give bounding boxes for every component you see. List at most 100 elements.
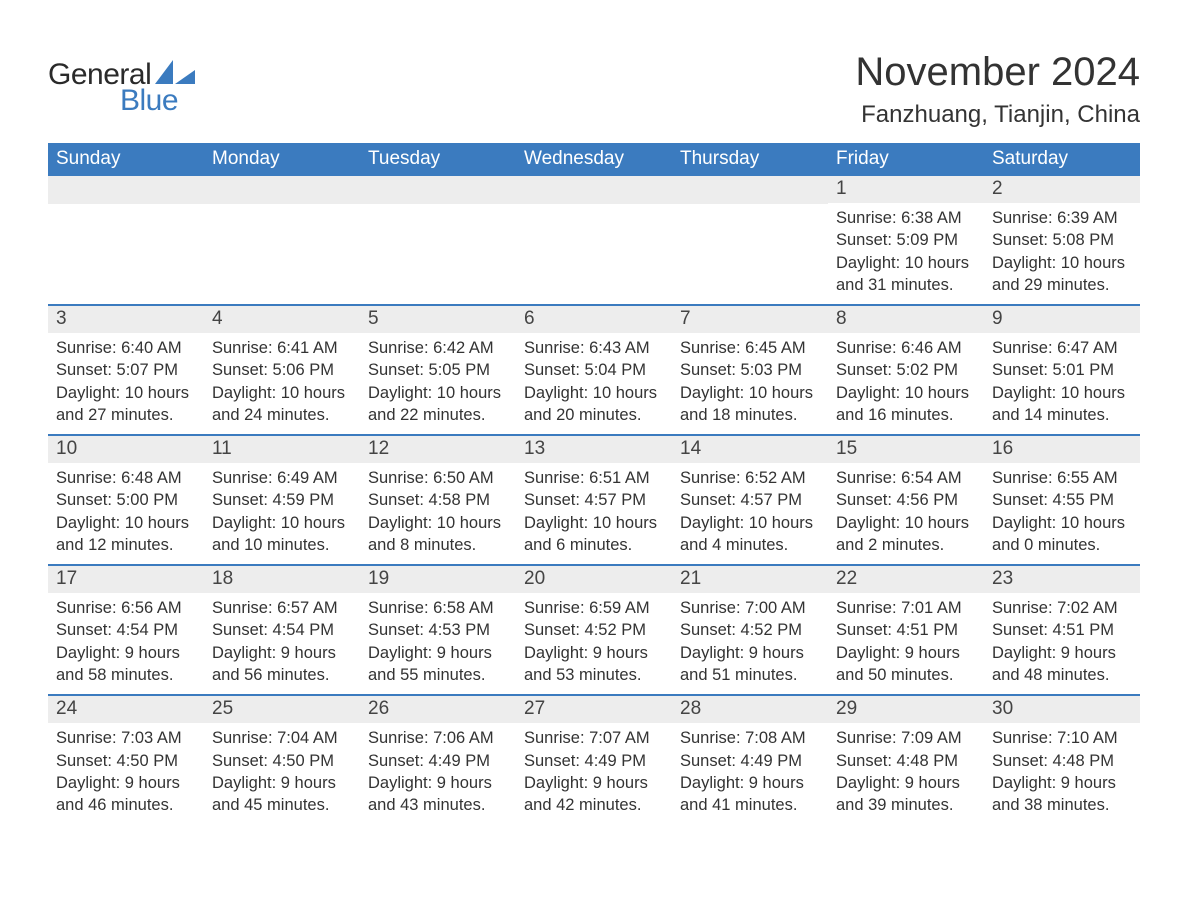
daylight-text: Daylight: 9 hours and 50 minutes. xyxy=(836,642,976,687)
empty-day-header xyxy=(672,176,828,204)
day-number: 23 xyxy=(984,566,1140,593)
sunset-text: Sunset: 4:56 PM xyxy=(836,489,976,511)
day-number: 25 xyxy=(204,696,360,723)
day-number: 20 xyxy=(516,566,672,593)
sunrise-text: Sunrise: 7:02 AM xyxy=(992,597,1132,619)
sunset-text: Sunset: 4:50 PM xyxy=(56,750,196,772)
day-cell xyxy=(672,176,828,304)
day-body: Sunrise: 6:50 AMSunset: 4:58 PMDaylight:… xyxy=(360,463,516,564)
sunset-text: Sunset: 4:50 PM xyxy=(212,750,352,772)
daylight-text: Daylight: 10 hours and 18 minutes. xyxy=(680,382,820,427)
day-number: 9 xyxy=(984,306,1140,333)
empty-day-header xyxy=(204,176,360,204)
day-cell: 29Sunrise: 7:09 AMSunset: 4:48 PMDayligh… xyxy=(828,696,984,824)
sunrise-text: Sunrise: 6:46 AM xyxy=(836,337,976,359)
day-number: 4 xyxy=(204,306,360,333)
sunrise-text: Sunrise: 7:06 AM xyxy=(368,727,508,749)
sunset-text: Sunset: 4:48 PM xyxy=(992,750,1132,772)
sunset-text: Sunset: 5:05 PM xyxy=(368,359,508,381)
sunset-text: Sunset: 5:03 PM xyxy=(680,359,820,381)
empty-day-header xyxy=(360,176,516,204)
day-number: 27 xyxy=(516,696,672,723)
day-body: Sunrise: 7:01 AMSunset: 4:51 PMDaylight:… xyxy=(828,593,984,694)
sunset-text: Sunset: 4:48 PM xyxy=(836,750,976,772)
weekday-header: Thursday xyxy=(672,143,828,176)
logo-sail-icon xyxy=(155,60,195,84)
day-cell: 18Sunrise: 6:57 AMSunset: 4:54 PMDayligh… xyxy=(204,566,360,694)
day-number: 26 xyxy=(360,696,516,723)
day-body: Sunrise: 6:51 AMSunset: 4:57 PMDaylight:… xyxy=(516,463,672,564)
daylight-text: Daylight: 10 hours and 31 minutes. xyxy=(836,252,976,297)
day-cell: 12Sunrise: 6:50 AMSunset: 4:58 PMDayligh… xyxy=(360,436,516,564)
sunrise-text: Sunrise: 6:54 AM xyxy=(836,467,976,489)
sunrise-text: Sunrise: 7:04 AM xyxy=(212,727,352,749)
sunset-text: Sunset: 5:04 PM xyxy=(524,359,664,381)
sunrise-text: Sunrise: 6:57 AM xyxy=(212,597,352,619)
sunrise-text: Sunrise: 6:59 AM xyxy=(524,597,664,619)
day-body: Sunrise: 7:04 AMSunset: 4:50 PMDaylight:… xyxy=(204,723,360,824)
weekday-header: Tuesday xyxy=(360,143,516,176)
sunrise-text: Sunrise: 7:10 AM xyxy=(992,727,1132,749)
sunrise-text: Sunrise: 7:00 AM xyxy=(680,597,820,619)
daylight-text: Daylight: 10 hours and 29 minutes. xyxy=(992,252,1132,297)
daylight-text: Daylight: 10 hours and 10 minutes. xyxy=(212,512,352,557)
sunset-text: Sunset: 5:09 PM xyxy=(836,229,976,251)
weekday-header-row: Sunday Monday Tuesday Wednesday Thursday… xyxy=(48,143,1140,176)
daylight-text: Daylight: 10 hours and 6 minutes. xyxy=(524,512,664,557)
day-cell: 24Sunrise: 7:03 AMSunset: 4:50 PMDayligh… xyxy=(48,696,204,824)
day-body: Sunrise: 6:45 AMSunset: 5:03 PMDaylight:… xyxy=(672,333,828,434)
day-body: Sunrise: 6:40 AMSunset: 5:07 PMDaylight:… xyxy=(48,333,204,434)
empty-day-header xyxy=(516,176,672,204)
day-cell: 14Sunrise: 6:52 AMSunset: 4:57 PMDayligh… xyxy=(672,436,828,564)
sunset-text: Sunset: 4:52 PM xyxy=(680,619,820,641)
sunrise-text: Sunrise: 6:43 AM xyxy=(524,337,664,359)
sunset-text: Sunset: 4:51 PM xyxy=(836,619,976,641)
sunrise-text: Sunrise: 7:01 AM xyxy=(836,597,976,619)
sunrise-text: Sunrise: 6:58 AM xyxy=(368,597,508,619)
day-number: 18 xyxy=(204,566,360,593)
daylight-text: Daylight: 10 hours and 4 minutes. xyxy=(680,512,820,557)
daylight-text: Daylight: 10 hours and 16 minutes. xyxy=(836,382,976,427)
day-cell: 2Sunrise: 6:39 AMSunset: 5:08 PMDaylight… xyxy=(984,176,1140,304)
sunset-text: Sunset: 4:55 PM xyxy=(992,489,1132,511)
sunset-text: Sunset: 4:53 PM xyxy=(368,619,508,641)
location-subtitle: Fanzhuang, Tianjin, China xyxy=(855,101,1140,129)
daylight-text: Daylight: 10 hours and 24 minutes. xyxy=(212,382,352,427)
daylight-text: Daylight: 9 hours and 55 minutes. xyxy=(368,642,508,687)
sunrise-text: Sunrise: 6:39 AM xyxy=(992,207,1132,229)
weekday-header: Saturday xyxy=(984,143,1140,176)
daylight-text: Daylight: 10 hours and 0 minutes. xyxy=(992,512,1132,557)
sunset-text: Sunset: 5:00 PM xyxy=(56,489,196,511)
day-cell: 5Sunrise: 6:42 AMSunset: 5:05 PMDaylight… xyxy=(360,306,516,434)
day-body: Sunrise: 6:56 AMSunset: 4:54 PMDaylight:… xyxy=(48,593,204,694)
day-number: 6 xyxy=(516,306,672,333)
day-body: Sunrise: 6:55 AMSunset: 4:55 PMDaylight:… xyxy=(984,463,1140,564)
day-body: Sunrise: 7:03 AMSunset: 4:50 PMDaylight:… xyxy=(48,723,204,824)
day-number: 16 xyxy=(984,436,1140,463)
sunrise-text: Sunrise: 7:08 AM xyxy=(680,727,820,749)
daylight-text: Daylight: 10 hours and 22 minutes. xyxy=(368,382,508,427)
day-number: 8 xyxy=(828,306,984,333)
sunrise-text: Sunrise: 6:42 AM xyxy=(368,337,508,359)
day-number: 19 xyxy=(360,566,516,593)
day-body: Sunrise: 6:54 AMSunset: 4:56 PMDaylight:… xyxy=(828,463,984,564)
sunrise-text: Sunrise: 6:41 AM xyxy=(212,337,352,359)
sunrise-text: Sunrise: 7:03 AM xyxy=(56,727,196,749)
sunset-text: Sunset: 4:49 PM xyxy=(680,750,820,772)
day-cell: 11Sunrise: 6:49 AMSunset: 4:59 PMDayligh… xyxy=(204,436,360,564)
daylight-text: Daylight: 9 hours and 42 minutes. xyxy=(524,772,664,817)
sunrise-text: Sunrise: 6:45 AM xyxy=(680,337,820,359)
sunrise-text: Sunrise: 6:40 AM xyxy=(56,337,196,359)
day-number: 24 xyxy=(48,696,204,723)
weekday-header: Sunday xyxy=(48,143,204,176)
week-row: 3Sunrise: 6:40 AMSunset: 5:07 PMDaylight… xyxy=(48,304,1140,434)
header: General Blue November 2024 Fanzhuang, Ti… xyxy=(48,50,1140,129)
sunset-text: Sunset: 4:51 PM xyxy=(992,619,1132,641)
day-number: 17 xyxy=(48,566,204,593)
day-body: Sunrise: 6:57 AMSunset: 4:54 PMDaylight:… xyxy=(204,593,360,694)
day-number: 1 xyxy=(828,176,984,203)
day-cell: 3Sunrise: 6:40 AMSunset: 5:07 PMDaylight… xyxy=(48,306,204,434)
day-cell: 16Sunrise: 6:55 AMSunset: 4:55 PMDayligh… xyxy=(984,436,1140,564)
day-body: Sunrise: 7:10 AMSunset: 4:48 PMDaylight:… xyxy=(984,723,1140,824)
daylight-text: Daylight: 9 hours and 45 minutes. xyxy=(212,772,352,817)
